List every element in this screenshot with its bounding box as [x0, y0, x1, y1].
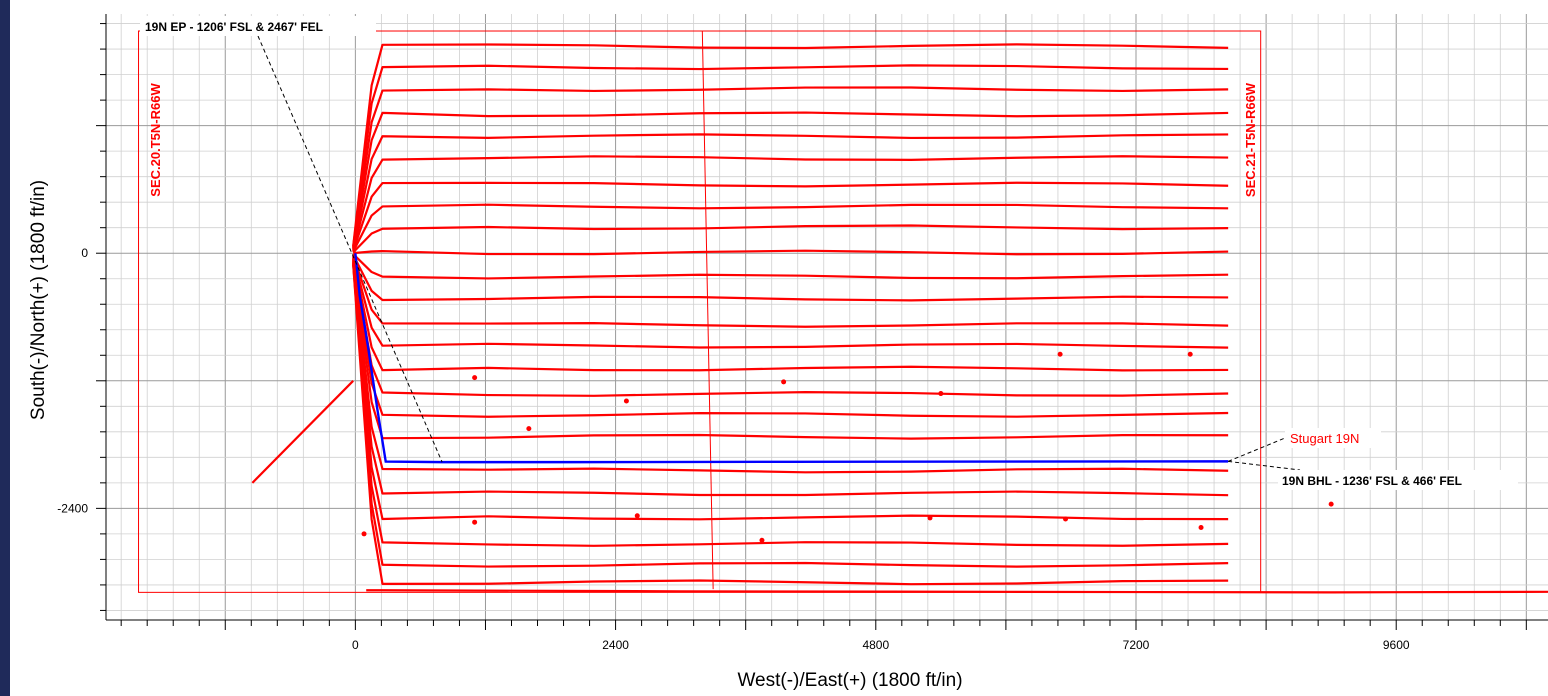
survey-point: [1328, 501, 1334, 507]
survey-point: [1187, 351, 1193, 357]
subject-well-path: [354, 253, 1229, 464]
offset-lateral: [352, 261, 1229, 497]
offset-lateral: [352, 203, 1229, 253]
well-name-label-bg: [1285, 428, 1381, 448]
entry-point-callout-bg: [140, 16, 376, 36]
offset-lateral: [352, 155, 1229, 251]
offset-lateral: [352, 43, 1229, 247]
y-axis-label: South(-)/North(+) (1800 ft/in): [28, 180, 49, 420]
offset-lateral: [352, 255, 1229, 328]
survey-point: [634, 513, 640, 519]
survey-point: [927, 515, 933, 521]
offset-lateral: [353, 249, 1229, 256]
y-tick-label: 0: [81, 246, 88, 260]
bottom-hole-callout: 19N BHL - 1236' FSL & 466' FEL: [1282, 474, 1462, 488]
offset-deviated-well: [251, 380, 354, 484]
x-tick-label: 9600: [1383, 638, 1410, 652]
section-line: [701, 31, 714, 590]
offset-wells: [251, 43, 1548, 594]
offset-lateral: [352, 257, 1229, 372]
survey-point: [623, 398, 629, 404]
offset-lateral: [352, 256, 1229, 349]
offset-lateral: [352, 86, 1229, 248]
survey-point: [1198, 525, 1204, 531]
offset-lateral: [352, 224, 1229, 254]
section-21-label: SEC.21-T5N-R66W: [1243, 82, 1258, 197]
offset-lateral: [352, 133, 1229, 250]
x-axis-label: West(-)/East(+) (1800 ft/in): [737, 670, 962, 691]
chart-axes: 0 2400 4800 7200 9600 0 -2400: [57, 14, 1548, 652]
survey-point: [781, 379, 787, 385]
x-tick-label: 0: [352, 638, 359, 652]
window-side-strip: [0, 0, 10, 696]
survey-point: [361, 531, 367, 537]
survey-point: [1063, 516, 1069, 522]
bottom-hole-leader: [1228, 460, 1301, 471]
well-name-leader: [1227, 437, 1286, 462]
offset-lateral: [352, 263, 1229, 547]
entry-point-callout: 19N EP - 1206' FSL & 2467' FEL: [145, 20, 323, 34]
callout-leaders: [257, 35, 1301, 471]
offset-lateral: [352, 111, 1229, 249]
chart-grid: [106, 14, 1548, 620]
well-name-label: Stugart 19N: [1290, 431, 1359, 446]
survey-point: [526, 426, 532, 432]
survey-points: [361, 351, 1334, 543]
x-tick-label: 7200: [1123, 638, 1150, 652]
x-tick-label: 2400: [602, 638, 629, 652]
offset-lateral: [352, 260, 1229, 474]
offset-lateral: [352, 253, 1229, 280]
offset-lateral: [352, 181, 1229, 252]
offset-lateral: [352, 257, 1229, 397]
entry-point-leader: [257, 35, 443, 463]
offset-lateral: [352, 254, 1229, 302]
section-20-label: SEC.20.T5N-R66W: [148, 83, 163, 197]
survey-point: [472, 375, 478, 381]
offset-lateral: [352, 64, 1229, 247]
survey-point: [759, 537, 765, 543]
offset-lateral: [352, 264, 1229, 568]
offset-lateral: [352, 259, 1229, 440]
survey-point: [472, 519, 478, 525]
subject-well: [354, 253, 1229, 464]
y-tick-label: -2400: [57, 501, 88, 515]
bottom-hole-callout-bg: [1278, 470, 1518, 490]
survey-point: [938, 391, 944, 397]
offset-lateral: [352, 264, 1229, 586]
offset-lateral: [352, 258, 1229, 418]
survey-point: [1057, 351, 1063, 357]
x-tick-label: 4800: [862, 638, 889, 652]
offset-lateral: [352, 262, 1229, 521]
offset-lateral-south: [366, 589, 1548, 594]
